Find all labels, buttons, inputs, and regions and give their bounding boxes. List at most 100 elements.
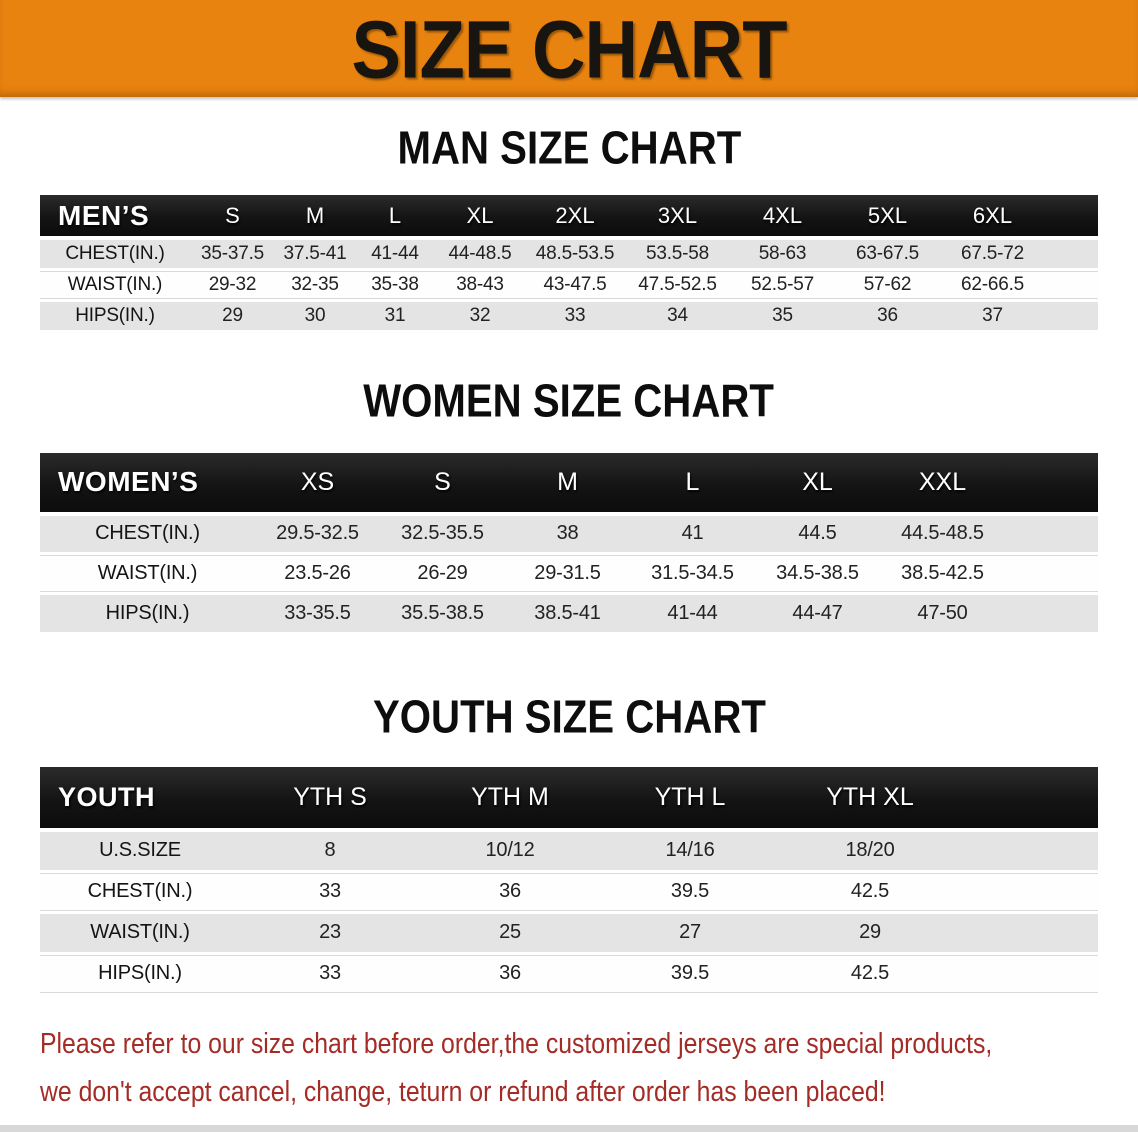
women-size-section: WOMEN SIZE CHART WOMEN’S XS S M L XL XXL… [0, 374, 1138, 635]
title-banner: SIZE CHART [0, 0, 1138, 97]
size-cell: 8 [240, 830, 420, 873]
size-cell: 43-47.5 [525, 269, 625, 302]
cell-filler [1045, 300, 1098, 333]
youth-group-label: YOUTH [40, 767, 240, 832]
table-row: WAIST(IN.) 29-32 32-35 35-38 38-43 43-47… [40, 269, 1098, 302]
page-title: SIZE CHART [351, 2, 787, 95]
row-label: WAIST(IN.) [40, 912, 240, 955]
column-header: S [380, 452, 505, 516]
table-row: HIPS(IN.) 29 30 31 32 33 34 35 36 37 [40, 300, 1098, 333]
size-cell: 18/20 [780, 830, 960, 873]
row-label: CHEST(IN.) [40, 238, 190, 271]
size-cell: 42.5 [780, 871, 960, 914]
size-cell: 33 [525, 300, 625, 333]
men-header-row: MEN’S S M L XL 2XL 3XL 4XL 5XL 6XL [40, 195, 1098, 240]
size-cell: 41 [630, 513, 755, 555]
women-section-heading: WOMEN SIZE CHART [363, 374, 775, 427]
size-cell: 29-31.5 [505, 553, 630, 595]
header-filler [1005, 452, 1098, 516]
size-cell: 33 [240, 953, 420, 996]
row-label: CHEST(IN.) [40, 871, 240, 914]
size-cell: 32 [435, 300, 525, 333]
youth-size-section: YOUTH SIZE CHART YOUTH YTH S YTH M YTH L… [0, 691, 1138, 996]
size-cell: 36 [420, 871, 600, 914]
size-cell: 26-29 [380, 553, 505, 595]
column-header: S [190, 195, 275, 240]
table-row: HIPS(IN.) 33-35.5 35.5-38.5 38.5-41 41-4… [40, 593, 1098, 635]
size-cell: 53.5-58 [625, 238, 730, 271]
size-cell: 44.5-48.5 [880, 513, 1005, 555]
men-size-section: MAN SIZE CHART MEN’S S M L XL 2XL 3XL 4X… [0, 122, 1138, 333]
size-cell: 38.5-42.5 [880, 553, 1005, 595]
cell-filler [1005, 513, 1098, 555]
size-cell: 10/12 [420, 830, 600, 873]
column-header: YTH M [420, 767, 600, 832]
table-row: CHEST(IN.) 33 36 39.5 42.5 [40, 871, 1098, 914]
size-cell: 42.5 [780, 953, 960, 996]
bottom-strip [0, 1125, 1138, 1132]
size-cell: 62-66.5 [940, 269, 1045, 302]
size-cell: 63-67.5 [835, 238, 940, 271]
disclaimer: Please refer to our size chart before or… [40, 1020, 1100, 1116]
size-cell: 57-62 [835, 269, 940, 302]
size-cell: 67.5-72 [940, 238, 1045, 271]
size-cell: 33 [240, 871, 420, 914]
size-cell: 47.5-52.5 [625, 269, 730, 302]
row-label: WAIST(IN.) [40, 553, 255, 595]
column-header: YTH L [600, 767, 780, 832]
row-label: HIPS(IN.) [40, 300, 190, 333]
size-cell: 44-48.5 [435, 238, 525, 271]
size-cell: 39.5 [600, 953, 780, 996]
column-header: YTH S [240, 767, 420, 832]
column-header: XXL [880, 452, 1005, 516]
column-header: 2XL [525, 195, 625, 240]
size-cell: 47-50 [880, 593, 1005, 635]
size-cell: 25 [420, 912, 600, 955]
men-section-heading: MAN SIZE CHART [397, 122, 741, 174]
size-cell: 34 [625, 300, 730, 333]
size-cell: 44-47 [755, 593, 880, 635]
size-cell: 44.5 [755, 513, 880, 555]
youth-section-heading: YOUTH SIZE CHART [372, 691, 766, 743]
column-header: 6XL [940, 195, 1045, 240]
table-row: U.S.SIZE 8 10/12 14/16 18/20 [40, 830, 1098, 873]
column-header: L [630, 452, 755, 516]
size-cell: 37 [940, 300, 1045, 333]
size-cell: 36 [420, 953, 600, 996]
cell-filler [1045, 238, 1098, 271]
header-filler [960, 767, 1098, 832]
column-header: 4XL [730, 195, 835, 240]
size-cell: 32-35 [275, 269, 355, 302]
header-filler [1045, 195, 1098, 240]
column-header: YTH XL [780, 767, 960, 832]
table-row: CHEST(IN.) 35-37.5 37.5-41 41-44 44-48.5… [40, 238, 1098, 271]
column-header: M [275, 195, 355, 240]
size-cell: 14/16 [600, 830, 780, 873]
column-header: M [505, 452, 630, 516]
size-cell: 35-38 [355, 269, 435, 302]
size-cell: 38-43 [435, 269, 525, 302]
table-row: HIPS(IN.) 33 36 39.5 42.5 [40, 953, 1098, 996]
size-cell: 30 [275, 300, 355, 333]
size-cell: 38.5-41 [505, 593, 630, 635]
size-cell: 37.5-41 [275, 238, 355, 271]
cell-filler [1045, 269, 1098, 302]
women-header-row: WOMEN’S XS S M L XL XXL [40, 452, 1098, 516]
size-cell: 27 [600, 912, 780, 955]
size-cell: 35-37.5 [190, 238, 275, 271]
column-header: XL [755, 452, 880, 516]
size-cell: 35 [730, 300, 835, 333]
table-row: WAIST(IN.) 23.5-26 26-29 29-31.5 31.5-34… [40, 553, 1098, 595]
cell-filler [1005, 553, 1098, 595]
row-label: WAIST(IN.) [40, 269, 190, 302]
size-cell: 41-44 [630, 593, 755, 635]
cell-filler [960, 871, 1098, 914]
row-label: HIPS(IN.) [40, 953, 240, 996]
cell-filler [1005, 593, 1098, 635]
women-group-label: WOMEN’S [40, 452, 255, 516]
size-cell: 36 [835, 300, 940, 333]
size-cell: 41-44 [355, 238, 435, 271]
column-header: 5XL [835, 195, 940, 240]
men-group-label: MEN’S [40, 195, 190, 240]
cell-filler [960, 953, 1098, 996]
